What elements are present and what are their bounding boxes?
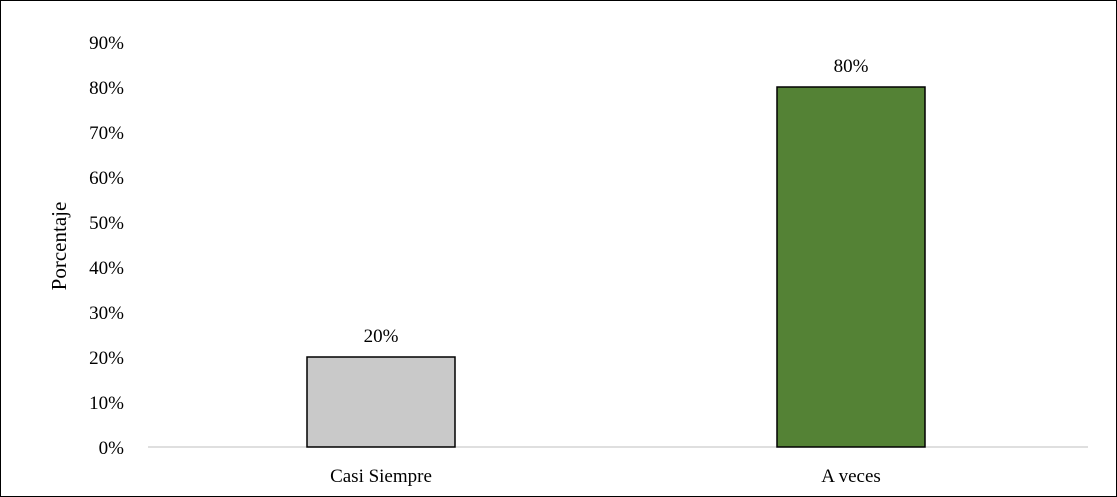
data-label: 80% bbox=[834, 56, 869, 77]
data-label: 20% bbox=[364, 326, 399, 347]
x-tick-labels: Casi Siempre A veces bbox=[330, 466, 881, 487]
y-tick-label: 20% bbox=[89, 348, 124, 369]
bar-a-veces bbox=[776, 86, 926, 448]
y-tick-label: 30% bbox=[89, 303, 124, 324]
y-tick-label: 70% bbox=[89, 123, 124, 144]
data-labels: 20% 80% bbox=[364, 56, 869, 347]
bars bbox=[306, 86, 926, 448]
x-tick-label: A veces bbox=[821, 466, 881, 487]
y-axis-label: Porcentaje bbox=[47, 202, 71, 291]
y-tick-label: 90% bbox=[89, 33, 124, 54]
y-tick-label: 80% bbox=[89, 78, 124, 99]
bar-casi-siempre bbox=[306, 356, 456, 448]
y-tick-labels: 0% 10% 20% 30% 40% 50% 60% 70% 80% 90% bbox=[89, 33, 124, 459]
y-tick-label: 10% bbox=[89, 393, 124, 414]
y-tick-label: 50% bbox=[89, 213, 124, 234]
y-tick-label: 0% bbox=[99, 438, 125, 459]
y-tick-label: 60% bbox=[89, 168, 124, 189]
y-tick-label: 40% bbox=[89, 258, 124, 279]
x-tick-label: Casi Siempre bbox=[330, 466, 432, 487]
